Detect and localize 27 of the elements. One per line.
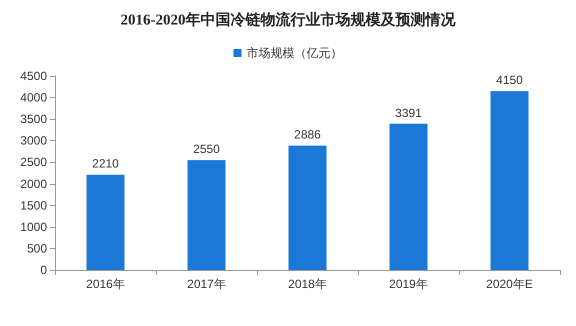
y-tick-label: 3000 [20, 134, 48, 148]
x-tick-label: 2019年 [389, 277, 428, 291]
bar [490, 91, 528, 270]
bar [86, 174, 124, 270]
y-tick-label: 500 [26, 241, 48, 256]
y-tick-label: 2500 [20, 155, 48, 170]
y-tick-label: 4500 [20, 69, 48, 83]
chart-title: 2016-2020年中国冷链物流行业市场规模及预测情况 [120, 10, 456, 28]
x-tick-label: 2020年E [486, 277, 533, 291]
y-tick-label: 1000 [20, 220, 48, 234]
data-label: 2550 [193, 142, 220, 156]
bar [288, 146, 326, 270]
bar [188, 160, 226, 270]
x-tick-label: 2016年 [86, 277, 125, 291]
y-tick-label: 4000 [20, 90, 48, 105]
y-tick-label: 3500 [20, 112, 48, 126]
legend-label: 市场规模（亿元） [246, 46, 342, 60]
data-label: 2210 [92, 156, 120, 171]
y-tick-label: 1500 [20, 198, 48, 212]
data-label: 4150 [496, 73, 524, 88]
x-tick-label: 2017年 [187, 277, 226, 291]
x-tick-label: 2018年 [288, 277, 327, 291]
y-tick-label: 0 [40, 263, 48, 277]
bar [390, 124, 428, 270]
data-label: 2886 [294, 128, 322, 142]
y-tick-label: 2000 [20, 176, 48, 191]
data-label: 3391 [395, 106, 422, 120]
